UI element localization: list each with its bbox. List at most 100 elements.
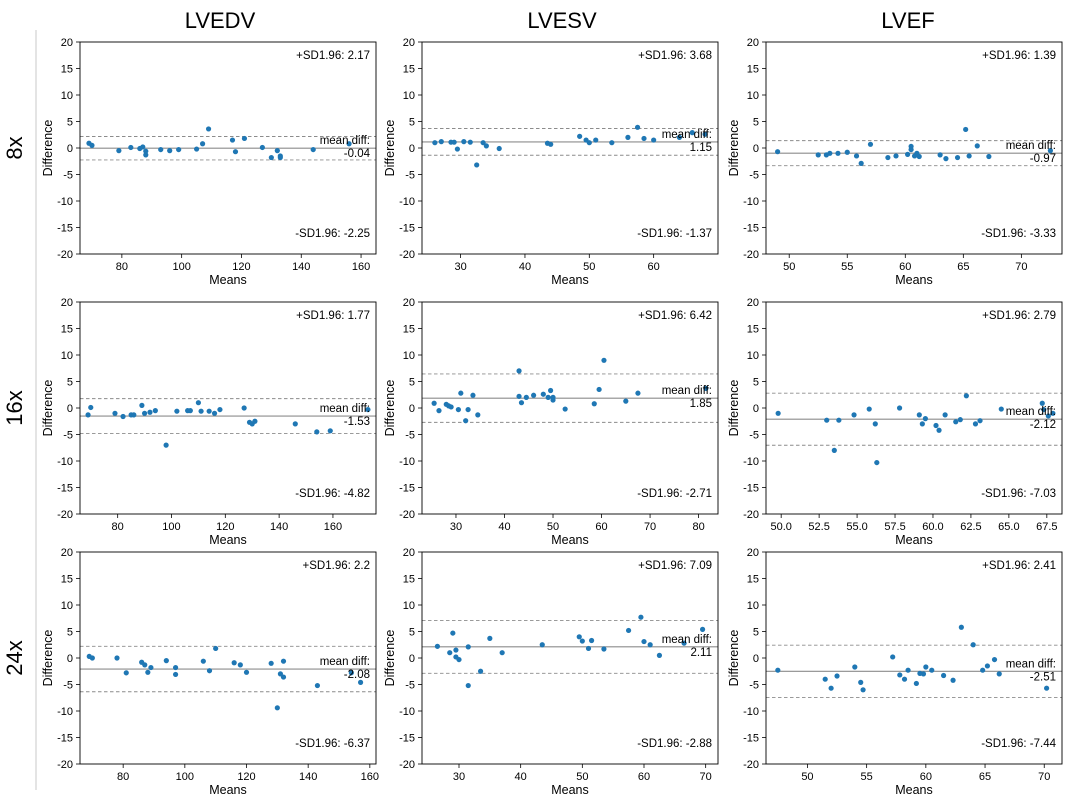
y-axis-label: Difference (727, 380, 741, 437)
data-point (314, 682, 321, 689)
data-point (268, 154, 274, 161)
y-tick-label: 10 (747, 350, 759, 362)
data-point (641, 135, 647, 142)
data-point (465, 682, 471, 689)
data-point (434, 643, 441, 649)
x-tick-label: 57.5 (884, 521, 905, 533)
panel-lvesv-8x: -20 -15 -10 -5 0 5 10 15 20 30 40 50 60 Means Differen… (383, 37, 719, 287)
y-tick-label: 20 (61, 547, 73, 559)
y-tick-label: 15 (747, 64, 759, 76)
x-tick-label: 55 (861, 771, 873, 783)
data-point (922, 416, 928, 422)
data-point (348, 670, 354, 676)
mean-diff-title: mean diff: (1006, 658, 1056, 670)
data-point (141, 410, 148, 416)
y-tick-label: 0 (753, 403, 759, 415)
x-tick-label: 30 (454, 261, 466, 273)
data-point (651, 137, 657, 143)
y-axis-label: Difference (41, 630, 55, 687)
y-tick-label: -20 (399, 509, 415, 521)
x-tick-label: 50 (583, 261, 595, 273)
data-point (453, 647, 459, 653)
y-tick-label: 10 (747, 90, 759, 102)
y-tick-label: -10 (399, 706, 415, 718)
data-point (259, 144, 265, 151)
x-tick-label: 120 (232, 261, 250, 273)
data-point (143, 152, 149, 158)
data-point (593, 137, 599, 143)
data-point (586, 140, 592, 146)
data-point (487, 635, 493, 641)
data-point (550, 397, 556, 403)
y-axis-label: Difference (383, 120, 397, 177)
data-point (195, 400, 201, 406)
data-point (601, 646, 607, 652)
data-point (268, 660, 274, 666)
data-point (963, 393, 969, 399)
data-point (920, 671, 927, 677)
data-point (432, 140, 438, 146)
data-point (905, 151, 911, 157)
x-tick-label: 100 (162, 521, 180, 533)
y-tick-label: 5 (67, 627, 73, 639)
data-point (241, 405, 247, 411)
data-point (477, 668, 484, 674)
y-tick-label: -10 (743, 706, 759, 718)
y-tick-label: -15 (399, 483, 415, 495)
lower-limit-label: -SD1.96: -3.33 (981, 228, 1056, 240)
data-point (120, 413, 126, 420)
data-point (310, 146, 316, 153)
x-tick-label: 160 (361, 771, 379, 783)
x-tick-label: 50 (783, 261, 795, 273)
data-point (229, 137, 236, 143)
data-point (929, 667, 935, 673)
y-tick-label: 20 (747, 37, 759, 49)
data-point (689, 130, 695, 136)
data-point (986, 153, 992, 160)
y-tick-label: -20 (57, 249, 73, 261)
data-point (647, 642, 653, 648)
x-axis-label: Means (895, 273, 933, 287)
y-tick-label: -15 (57, 733, 73, 745)
data-point (1039, 400, 1045, 406)
data-point (836, 417, 842, 423)
x-tick-label: 160 (352, 261, 370, 273)
data-point (601, 357, 607, 363)
panel-lvef-24x: -20 -15 -10 -5 0 5 10 15 20 50 55 60 65 70 Means Differ… (727, 547, 1063, 795)
x-tick-label: 100 (176, 771, 194, 783)
x-axis-label: Means (895, 533, 933, 547)
mean-diff-title: mean diff: (1006, 406, 1056, 418)
data-point (458, 390, 464, 396)
data-point (314, 429, 320, 435)
mean-diff-value: -0.97 (1030, 153, 1056, 165)
data-point (232, 149, 239, 155)
x-tick-label: 30 (453, 771, 465, 783)
mean-diff-value: -2.08 (344, 669, 370, 681)
x-tick-label: 60 (595, 521, 607, 533)
y-axis-label: Difference (383, 380, 397, 437)
data-point (89, 655, 95, 661)
data-point (89, 142, 95, 148)
panel-lvedv-8x: -20 -15 -10 -5 0 5 10 15 20 80 100 120 140 160 Means Di… (41, 37, 377, 287)
y-tick-label: 10 (403, 350, 415, 362)
data-point (835, 150, 841, 156)
data-point (206, 668, 213, 674)
x-axis-label: Means (551, 273, 589, 287)
data-point (252, 418, 258, 424)
data-point (874, 459, 880, 466)
y-tick-label: -20 (57, 509, 73, 521)
data-point (923, 664, 929, 670)
x-tick-label: 70 (1015, 261, 1027, 273)
data-point (140, 144, 146, 150)
data-point (625, 134, 631, 140)
data-point (523, 394, 529, 400)
y-tick-label: -20 (57, 759, 73, 771)
data-point (576, 634, 582, 640)
data-point (357, 679, 364, 685)
y-tick-label: 5 (67, 117, 73, 129)
data-point (198, 408, 204, 414)
data-point (1047, 148, 1053, 154)
x-tick-label: 60 (648, 261, 660, 273)
y-tick-label: 5 (67, 377, 73, 389)
data-point (467, 139, 473, 145)
